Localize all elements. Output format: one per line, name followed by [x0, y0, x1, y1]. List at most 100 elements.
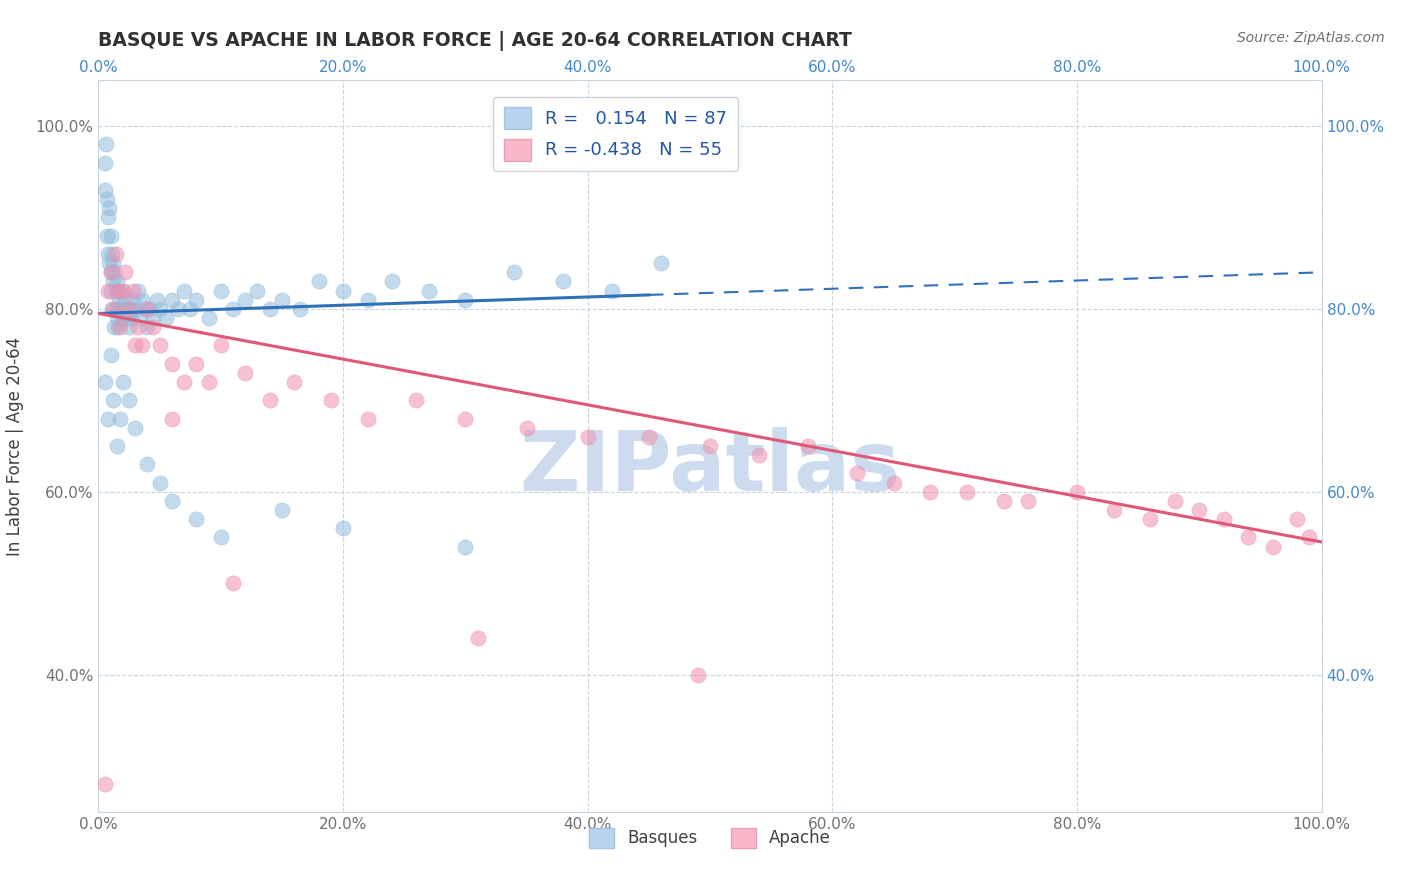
- Point: [139, 301, 162, 316]
- Point: [111, 310, 134, 325]
- Point: [108, 293, 131, 307]
- Point: [111, 284, 134, 298]
- Point: [101, 247, 124, 261]
- Point: [222, 576, 245, 591]
- Point: [259, 301, 281, 316]
- Point: [308, 275, 330, 289]
- Point: [101, 393, 124, 408]
- Point: [124, 301, 146, 316]
- Point: [197, 310, 219, 325]
- Point: [146, 293, 169, 307]
- Point: [101, 275, 124, 289]
- Point: [515, 420, 537, 434]
- Point: [467, 631, 489, 645]
- Point: [332, 521, 354, 535]
- Point: [105, 310, 128, 325]
- Point: [553, 275, 575, 289]
- Point: [93, 155, 115, 169]
- Point: [454, 293, 477, 307]
- Point: [418, 284, 440, 298]
- Point: [1261, 540, 1284, 554]
- Point: [124, 420, 146, 434]
- Point: [290, 301, 312, 316]
- Point: [142, 320, 165, 334]
- Point: [107, 284, 129, 298]
- Point: [127, 284, 149, 298]
- Point: [100, 228, 122, 243]
- Point: [98, 201, 121, 215]
- Point: [600, 284, 623, 298]
- Point: [883, 475, 905, 490]
- Point: [117, 301, 139, 316]
- Point: [167, 301, 190, 316]
- Point: [1212, 512, 1234, 526]
- Point: [797, 439, 820, 453]
- Point: [186, 512, 208, 526]
- Point: [503, 265, 526, 279]
- Point: [160, 494, 183, 508]
- Point: [246, 284, 269, 298]
- Point: [1188, 503, 1211, 517]
- Point: [160, 293, 183, 307]
- Point: [1237, 530, 1260, 544]
- Point: [155, 310, 177, 325]
- Point: [650, 256, 672, 270]
- Point: [319, 393, 342, 408]
- Point: [111, 375, 134, 389]
- Point: [259, 393, 281, 408]
- Point: [160, 357, 183, 371]
- Point: [136, 458, 159, 472]
- Point: [94, 137, 117, 152]
- Point: [121, 284, 143, 298]
- Point: [179, 301, 201, 316]
- Point: [149, 338, 172, 352]
- Point: [1017, 494, 1039, 508]
- Point: [118, 320, 141, 334]
- Point: [197, 375, 219, 389]
- Point: [107, 320, 129, 334]
- Point: [115, 310, 138, 325]
- Point: [233, 366, 256, 380]
- Point: [100, 265, 122, 279]
- Point: [356, 411, 378, 425]
- Point: [105, 275, 128, 289]
- Point: [118, 301, 141, 316]
- Point: [101, 256, 124, 270]
- Point: [1164, 494, 1187, 508]
- Point: [173, 284, 195, 298]
- Point: [114, 265, 136, 279]
- Text: Source: ZipAtlas.com: Source: ZipAtlas.com: [1237, 31, 1385, 45]
- Point: [1139, 512, 1161, 526]
- Point: [127, 320, 149, 334]
- Point: [101, 301, 124, 316]
- Point: [136, 301, 159, 316]
- Point: [845, 467, 868, 481]
- Point: [97, 284, 120, 298]
- Point: [97, 247, 120, 261]
- Point: [98, 256, 121, 270]
- Point: [110, 320, 132, 334]
- Point: [920, 484, 942, 499]
- Point: [993, 494, 1015, 508]
- Point: [93, 777, 115, 791]
- Point: [111, 284, 134, 298]
- Point: [134, 301, 156, 316]
- Point: [748, 448, 770, 462]
- Legend: Basques, Apache: Basques, Apache: [582, 821, 838, 855]
- Point: [104, 301, 127, 316]
- Point: [103, 265, 125, 279]
- Point: [107, 284, 129, 298]
- Point: [124, 338, 146, 352]
- Point: [131, 293, 153, 307]
- Point: [93, 183, 115, 197]
- Point: [142, 310, 165, 325]
- Point: [149, 475, 172, 490]
- Point: [103, 320, 125, 334]
- Point: [105, 439, 128, 453]
- Point: [131, 338, 153, 352]
- Point: [97, 411, 120, 425]
- Point: [149, 301, 172, 316]
- Point: [1066, 484, 1088, 499]
- Point: [121, 293, 143, 307]
- Point: [454, 540, 477, 554]
